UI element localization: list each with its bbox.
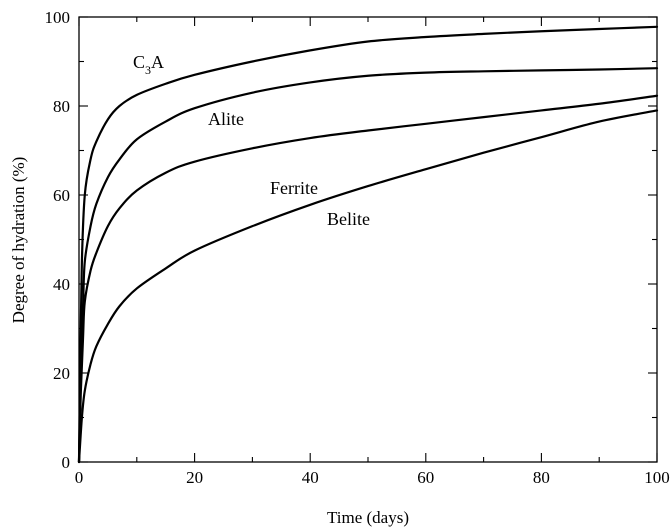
x-tick-label: 20 xyxy=(186,468,203,487)
series-labels: C3A Alite Ferrite Belite xyxy=(133,52,370,229)
tick-labels: 0 20 40 60 80 100 0 20 40 60 80 100 xyxy=(45,8,670,487)
series-line-ferrite xyxy=(77,94,659,464)
y-tick-label: 0 xyxy=(62,453,71,472)
y-tick-label: 40 xyxy=(53,275,70,294)
y-axis-label: Degree of hydration (%) xyxy=(9,157,28,324)
series-label-alite: Alite xyxy=(208,109,244,129)
y-tick-label: 80 xyxy=(53,97,70,116)
ticks xyxy=(78,16,658,463)
x-tick-label: 60 xyxy=(417,468,434,487)
series-line-alite xyxy=(77,67,659,464)
x-tick-label: 100 xyxy=(644,468,670,487)
y-tick-label: 100 xyxy=(45,8,71,27)
y-tick-label: 20 xyxy=(53,364,70,383)
y-tick-label: 60 xyxy=(53,186,70,205)
series-label-ferrite: Ferrite xyxy=(270,178,318,198)
series-line-c3a xyxy=(77,25,659,464)
x-tick-label: 0 xyxy=(75,468,84,487)
series-label-c3a: C3A xyxy=(133,52,164,77)
x-tick-label: 40 xyxy=(302,468,319,487)
x-tick-label: 80 xyxy=(533,468,550,487)
series-label-belite: Belite xyxy=(327,209,370,229)
x-axis-label: Time (days) xyxy=(327,508,409,527)
series-lines xyxy=(77,25,659,464)
series-line-belite xyxy=(77,109,659,464)
